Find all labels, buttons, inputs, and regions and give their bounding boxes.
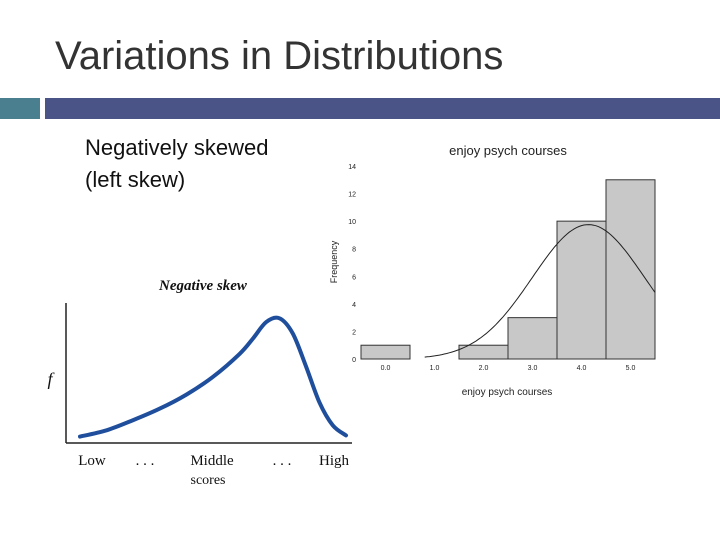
negative-skew-chart: Negative skew f Low. . . Middle. . . High … [47,278,352,488]
hist-bar [360,344,411,360]
hist-x-tick: 3.0 [528,365,538,372]
hist-x-tick: 4.0 [577,365,587,372]
hist-y-tick: 14 [348,164,356,171]
hist-y-tick: 10 [348,219,356,226]
hist-x-tick: 1.0 [430,365,440,372]
hist-ylabel: Frequency [329,240,339,283]
neg-chart-title: Negative skew [158,278,248,294]
histogram-chart: enjoy psych courses Frequency 0 2 4 6 8 10 12 1… [329,143,656,398]
hist-x-tick: 2.0 [479,365,489,372]
bullet-line-2: (left skew) [85,167,186,192]
title-rule [45,98,720,119]
hist-title: enjoy psych courses [449,143,567,158]
hist-xlabel: enjoy psych courses [462,387,553,398]
hist-y-tick: 0 [352,357,356,364]
hist-x-tick: 0.0 [381,365,391,372]
neg-x-label: Low [78,453,106,469]
hist-y-tick: 2 [352,329,356,336]
neg-x-label: High [319,453,350,469]
slide-title: Variations in Distributions [55,34,504,78]
accent-block [0,98,40,119]
neg-x-labels: Low . . . Middle . . . High [78,453,349,469]
hist-y-tick: 12 [348,192,356,199]
hist-x-tick: 5.0 [626,365,636,372]
hist-bar [507,317,558,360]
hist-bar [605,179,656,360]
hist-y-tick: 8 [352,247,356,254]
hist-bar [556,220,607,360]
hist-bar [458,344,509,360]
bullet-line-1: Negatively skewed [85,135,269,160]
neg-x-label: . . . [136,453,155,469]
hist-bars [360,179,656,360]
neg-skew-curve [78,315,348,439]
hist-y-ticks: 0 2 4 6 8 10 12 14 [348,164,356,364]
neg-x-label: Middle [190,453,234,469]
neg-chart-xlabel: scores [191,473,226,488]
neg-x-label: . . . [273,453,292,469]
bullet-text: Negatively skewed (left skew) [85,132,268,196]
hist-x-ticks: 0.0 1.0 2.0 3.0 4.0 5.0 [381,365,636,372]
neg-chart-ylabel: f [47,369,55,389]
hist-y-tick: 6 [352,274,356,281]
hist-y-tick: 4 [352,302,356,309]
hist-normal-curve [424,224,656,358]
